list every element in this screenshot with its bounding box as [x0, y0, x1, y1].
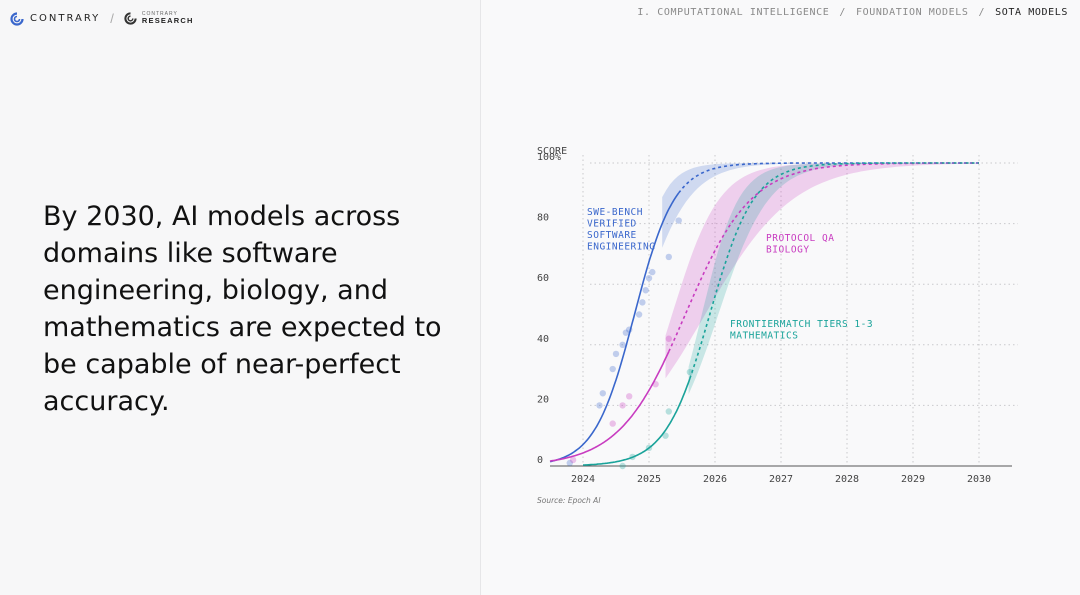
series-label: BIOLOGY — [766, 245, 810, 256]
trend-line-projected — [689, 162, 979, 379]
x-tick-label: 2028 — [835, 474, 859, 485]
right-pane — [481, 0, 1080, 595]
data-point — [619, 402, 626, 409]
data-point — [642, 287, 649, 294]
series-label: SOFTWARE — [587, 230, 637, 241]
data-point — [619, 462, 626, 470]
brand-name: CONTRARY — [30, 13, 101, 24]
data-point — [665, 253, 672, 261]
research-wordmark: CONTRARY RESEARCH — [142, 12, 194, 25]
x-tick-label: 2030 — [967, 474, 991, 485]
confidence-band — [665, 163, 979, 379]
series-label: MATHEMATICS — [730, 331, 798, 342]
data-point — [609, 420, 616, 427]
y-tick-label: 40 — [537, 334, 549, 345]
data-point — [662, 432, 669, 439]
research-logo-icon — [124, 12, 137, 25]
data-point — [622, 329, 630, 336]
y-tick-label: 0 — [537, 455, 543, 466]
breadcrumb-separator: / — [839, 7, 846, 18]
data-point — [599, 390, 606, 397]
grid-layer: 0 20 40 60 80 100%SCORE 2024 2025 2026 2027 2028 20… — [537, 146, 1018, 505]
headline: By 2030, AI models across domains like s… — [43, 201, 442, 417]
data-point — [665, 408, 672, 415]
series-label: ENGINEERING — [587, 242, 655, 253]
y-axis-title: SCORE — [537, 146, 567, 157]
breadcrumb-separator: / — [978, 7, 986, 18]
data-point — [645, 274, 653, 282]
trend-line-observed — [549, 192, 680, 463]
y-tick-label: 100% — [537, 152, 561, 163]
data-point — [649, 268, 656, 276]
data-point — [665, 335, 672, 342]
trend-line-observed — [583, 378, 691, 466]
data-point — [686, 368, 694, 376]
breadcrumb-item[interactable]: FOUNDATION MODELS — [855, 7, 969, 18]
data-point — [635, 311, 643, 318]
data-point — [612, 350, 620, 358]
y-tick-label: 80 — [537, 213, 549, 224]
trend-line-observed — [549, 351, 670, 462]
breadcrumb-item[interactable]: I. COMPUTATIONAL INTELLIGENCE — [637, 7, 830, 18]
source-note: Source: Epoch AI — [537, 496, 601, 505]
trend-line-projected — [668, 162, 979, 352]
data-point — [596, 402, 603, 409]
left-pane: CONTRARY / CONTRARY RESEARCH By 2030, AI… — [0, 0, 480, 595]
data-point — [619, 341, 626, 348]
brand-separator: / — [110, 11, 114, 26]
research-wordmark-bottom: RESEARCH — [141, 16, 194, 26]
series-label: FRONTIERMATCH TIERS 1-3 — [730, 319, 873, 330]
y-tick-label: 60 — [537, 273, 549, 284]
data-point — [626, 393, 633, 400]
series-label: PROTOCOL QA — [766, 233, 834, 244]
brand-logo-row[interactable]: CONTRARY / CONTRARY RESEARCH — [10, 11, 194, 26]
data-point — [675, 217, 682, 224]
data-point — [609, 365, 616, 373]
trend-lines — [549, 162, 979, 466]
data-point — [566, 459, 573, 467]
x-tick-label: 2029 — [901, 474, 925, 485]
x-tick-label: 2027 — [769, 474, 793, 485]
data-points — [566, 217, 694, 470]
series-label: VERIFIED — [587, 219, 637, 230]
x-tick-label: 2026 — [703, 474, 727, 485]
x-tick-label: 2024 — [571, 474, 595, 485]
confidence-bands — [662, 163, 979, 395]
data-point — [639, 299, 646, 306]
data-point — [569, 456, 577, 464]
research-wordmark-top: CONTRARY — [141, 11, 178, 18]
breadcrumb-current[interactable]: SOTA MODELS — [995, 7, 1068, 18]
pane-divider — [480, 0, 481, 595]
confidence-band — [662, 163, 979, 248]
contrary-logo-icon — [10, 11, 24, 26]
x-tick-label: 2025 — [637, 474, 661, 485]
y-tick-label: 20 — [537, 394, 549, 405]
breadcrumb: I. COMPUTATIONAL INTELLIGENCE / FOUNDATION… — [637, 7, 1068, 18]
series-label: SWE-BENCH — [587, 207, 643, 218]
